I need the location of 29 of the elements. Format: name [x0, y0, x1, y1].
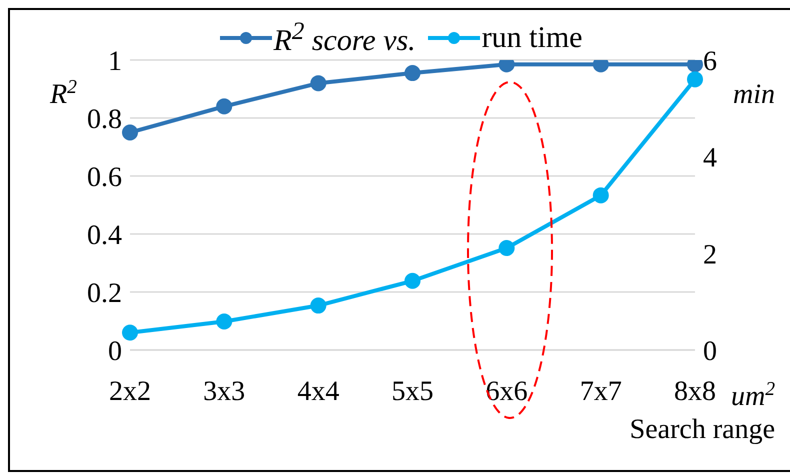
y-tick-label: 0 — [108, 336, 122, 367]
point — [687, 71, 703, 88]
point — [122, 324, 138, 341]
y-tick-label: 0.8 — [87, 104, 122, 135]
y-tick-label: 0.6 — [87, 162, 122, 193]
x-tick-label: 7x7 — [580, 376, 622, 407]
y-axis-title: R$^{2}$ — [49, 76, 78, 110]
x-tick-label: 4x4 — [297, 376, 340, 407]
y-tick-label: 0.4 — [87, 220, 122, 251]
y2-tick-label: 4 — [703, 142, 717, 174]
x-tick-label: 2x2 — [109, 376, 151, 407]
legend-label: run time — [482, 21, 582, 55]
y2-tick-label: 2 — [703, 239, 717, 270]
y2-axis-title: min — [733, 79, 775, 110]
x-tick-label: 5x5 — [392, 376, 434, 407]
point — [404, 272, 420, 289]
x-tick-label: 8x8 — [674, 376, 716, 407]
point — [498, 240, 515, 256]
point — [216, 313, 232, 330]
y2-tick-label: 0 — [703, 336, 717, 367]
y-tick-label: 1 — [108, 46, 122, 77]
legend-label: R$^{2}$ score vs. — [274, 18, 416, 58]
x-tick-label: 3x3 — [203, 376, 246, 407]
y-tick-label: 0.2 — [87, 278, 122, 309]
point — [592, 187, 609, 204]
point — [310, 298, 326, 314]
y2-tick-label: 6 — [703, 46, 717, 77]
x-axis-title: Search range — [630, 414, 775, 445]
text: um$^{2}$ — [730, 378, 776, 412]
